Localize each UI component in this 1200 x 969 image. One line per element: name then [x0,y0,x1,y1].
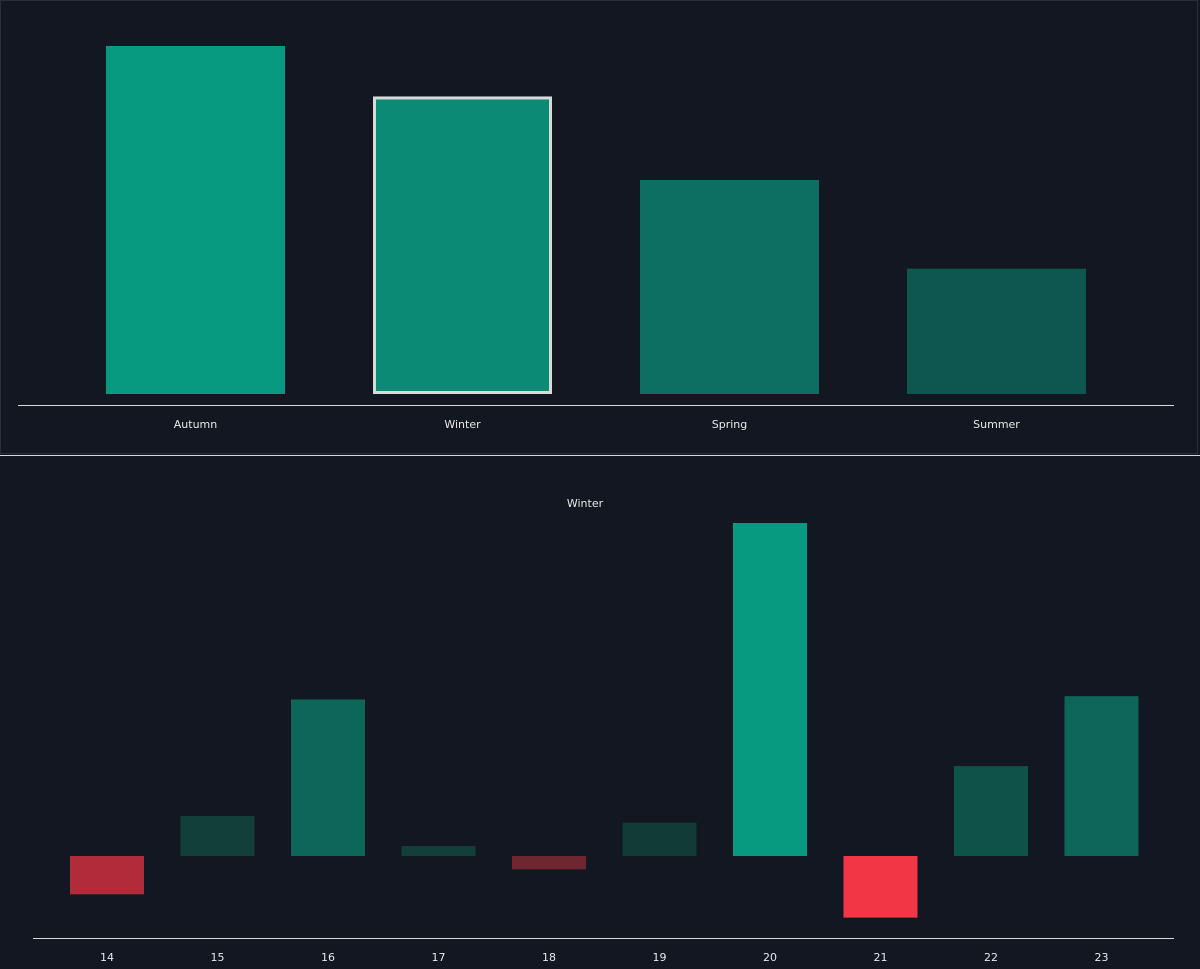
x-tick-label: Autumn [174,418,217,431]
x-tick-label: 18 [542,951,556,964]
x-tick-label: 17 [432,951,446,964]
x-tick-label: 16 [321,951,335,964]
bar-hour-23[interactable] [1064,696,1139,856]
x-tick-label: 19 [653,951,667,964]
panel-divider [0,455,1200,456]
bar-summer[interactable] [907,268,1086,394]
bar-hour-14[interactable] [70,856,144,895]
bar-winter[interactable] [373,96,552,395]
bar-hour-19[interactable] [622,822,697,856]
season-chart-panel [0,0,1198,454]
bar-hour-17[interactable] [401,846,476,856]
x-tick-label: 15 [211,951,225,964]
x-tick-label: Winter [444,418,481,431]
x-tick-label: 14 [100,951,114,964]
chart-title: Winter [567,497,604,510]
bar-hour-15[interactable] [180,816,255,856]
bar-hour-22[interactable] [954,766,1028,856]
x-tick-label: Summer [973,418,1020,431]
x-tick-label: Spring [712,418,748,431]
bar-hour-16[interactable] [291,699,365,856]
bar-hour-18[interactable] [512,856,586,870]
bar-autumn[interactable] [106,46,285,394]
season-bar-chart: Autumn Winter Spring Summer [18,46,1174,431]
bar-spring[interactable] [640,179,819,394]
bar-hour-20[interactable] [733,523,807,856]
bar-hour-21[interactable] [843,856,918,918]
x-tick-label: 23 [1095,951,1109,964]
x-tick-label: 20 [763,951,777,964]
x-tick-label: 22 [984,951,998,964]
x-tick-label: 21 [874,951,888,964]
